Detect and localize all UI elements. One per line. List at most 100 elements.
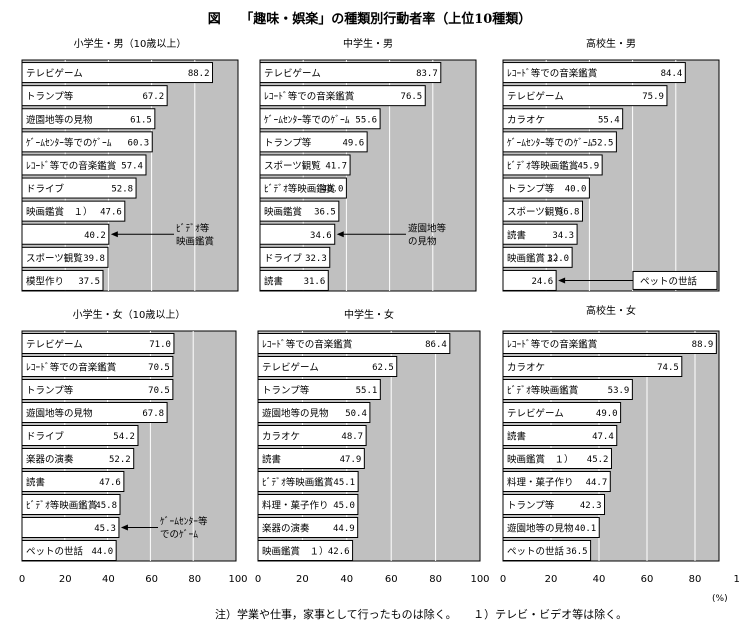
bar: [257, 356, 398, 377]
bar: [21, 223, 110, 245]
data-label: 41.7: [325, 161, 347, 171]
bar: [502, 402, 622, 423]
annotation-text: ﾋﾞﾃﾞｵ等: [176, 222, 210, 234]
bar: [502, 154, 603, 176]
bar: [257, 494, 359, 515]
category-label: 映画鑑賞１）: [507, 252, 564, 264]
x-tick-label: 80: [188, 574, 201, 585]
data-label: 45.2: [587, 455, 609, 465]
data-label: 47.6: [100, 208, 122, 218]
bar: [21, 402, 168, 423]
bar: [259, 62, 442, 84]
data-label: 86.4: [425, 340, 447, 350]
arrow-head: [336, 231, 344, 238]
data-label: 62.5: [372, 363, 394, 373]
bar: [259, 131, 368, 153]
unit-label: (%): [712, 594, 728, 604]
chart-title: 高校生・女: [586, 304, 636, 317]
category-label: トランプ等: [26, 91, 74, 103]
bar: [21, 108, 156, 130]
data-label: 88.2: [188, 69, 210, 79]
category-label: スポーツ観覧: [264, 160, 321, 172]
category-label: ドライブ: [264, 252, 303, 264]
data-label: 47.9: [340, 455, 362, 465]
x-tick-label: 0: [255, 574, 261, 585]
bar: [502, 177, 590, 199]
x-tick-label: 40: [102, 574, 115, 585]
data-label: 31.6: [304, 277, 326, 287]
bar: [21, 200, 126, 222]
bar: [21, 494, 121, 515]
annotation-text: 遊園地等: [408, 222, 447, 234]
annotation-text: ペットの世話: [640, 275, 698, 287]
data-label: 42.6: [328, 547, 350, 557]
x-tick-label: 60: [145, 574, 158, 585]
bar: [21, 85, 168, 107]
data-label: 36.8: [558, 208, 580, 218]
category-label: テレビゲーム: [262, 362, 319, 374]
category-label: ﾋﾞﾃﾞｵ等映画鑑賞: [264, 183, 335, 195]
data-label: 49.0: [596, 409, 618, 419]
category-label: ﾚｺｰﾄﾞ等での音楽鑑賞: [26, 362, 116, 374]
bar: [21, 246, 109, 268]
category-label: トランプ等: [264, 137, 312, 149]
annotation-text: でのｹﾞｰﾑ: [160, 530, 198, 541]
data-label: 52.2: [109, 455, 131, 465]
annotation-text: ｹﾞｰﾑｾﾝﾀｰ等: [160, 516, 208, 528]
category-label: 読書: [507, 431, 526, 443]
category-label: 読書: [507, 229, 526, 241]
arrow-head: [558, 277, 566, 284]
bar: [21, 333, 175, 354]
data-label: 54.2: [113, 432, 135, 442]
category-label: ﾋﾞﾃﾞｵ等映画鑑賞: [507, 160, 578, 172]
bar: [21, 356, 174, 377]
category-label: 映画鑑賞 １）: [262, 546, 329, 558]
category-label: カラオケ: [262, 432, 300, 443]
category-label: 読書: [264, 275, 283, 287]
bar: [502, 246, 573, 268]
x-tick-label: 100: [733, 574, 739, 585]
bar: [259, 223, 336, 245]
bar: [502, 131, 617, 153]
bar: [259, 85, 426, 107]
data-label: 55.6: [355, 115, 377, 125]
bar: [502, 269, 557, 291]
data-label: 45.0: [333, 501, 355, 511]
data-label: 88.9: [692, 340, 714, 350]
x-tick-label: 60: [641, 574, 654, 585]
data-label: 76.5: [401, 92, 423, 102]
bar: [502, 223, 578, 245]
data-label: 42.3: [580, 501, 602, 511]
category-label: カラオケ: [507, 363, 545, 374]
bar: [257, 448, 365, 469]
bar: [259, 154, 351, 176]
bar: [502, 356, 683, 377]
data-label: 53.9: [608, 386, 630, 396]
bar: [257, 379, 381, 400]
data-label: 84.4: [661, 69, 683, 79]
category-label: スポーツ観覧: [26, 252, 83, 264]
category-label: ﾚｺｰﾄﾞ等での音楽鑑賞: [262, 339, 352, 351]
category-label: ペットの世話: [26, 546, 84, 558]
bar: [21, 517, 120, 538]
data-label: 32.0: [547, 254, 569, 264]
category-label: 遊園地等の見物: [26, 114, 93, 126]
data-label: 40.2: [84, 231, 106, 241]
bar: [21, 448, 135, 469]
data-label: 61.5: [130, 115, 152, 125]
data-label: 67.2: [142, 92, 164, 102]
chart-title: 小学生・男（10歳以上）: [74, 37, 187, 50]
data-label: 39.8: [83, 254, 105, 264]
category-label: 楽器の演奏: [262, 523, 310, 535]
category-label: ドライブ: [26, 431, 65, 443]
bar: [502, 471, 611, 492]
bar: [21, 131, 153, 153]
data-label: 75.9: [642, 92, 664, 102]
x-tick-label: 100: [228, 574, 247, 585]
data-label: 67.8: [142, 409, 164, 419]
data-label: 45.1: [333, 478, 355, 488]
category-label: トランプ等: [262, 385, 310, 397]
data-label: 34.3: [552, 231, 574, 241]
annotation-text: 映画鑑賞: [176, 235, 214, 247]
